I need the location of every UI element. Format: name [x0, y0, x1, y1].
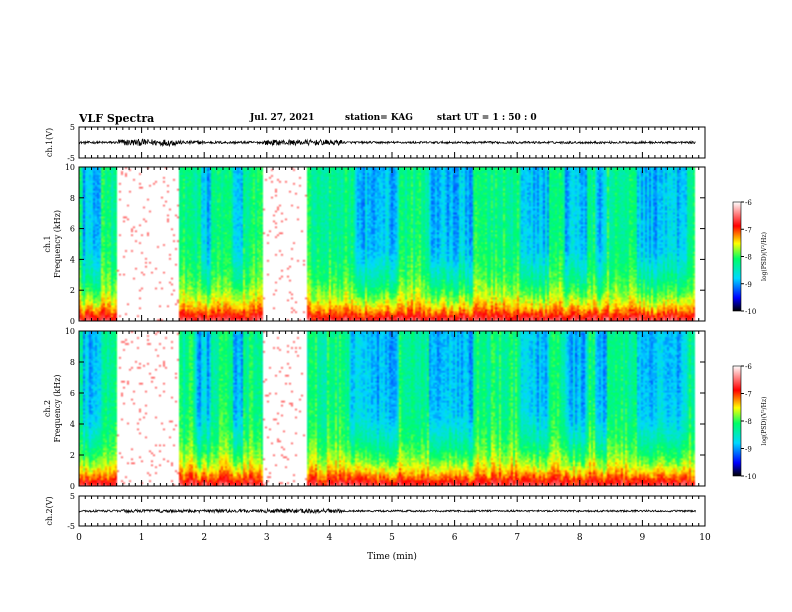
- station-label: station= KAG: [345, 113, 413, 123]
- panel4-ytick-label: -5: [67, 522, 75, 531]
- xtick-label: 3: [264, 533, 270, 543]
- panel3-ytick-label: 6: [70, 389, 75, 398]
- waveform-trace-ch1: [78, 138, 696, 148]
- date-label: Jul. 27, 2021: [250, 113, 315, 123]
- spectrogram-image-ch1: [79, 167, 705, 321]
- panel1-ytick-label: 5: [70, 123, 75, 132]
- panel3-ytick-label: 2: [70, 451, 75, 460]
- xtick-label: 7: [514, 533, 520, 543]
- colorbar-label-ch2: log(PSD)(V²/Hz): [761, 397, 768, 446]
- x-axis-label: Time (min): [367, 551, 417, 562]
- xtick-label: 1: [139, 533, 145, 543]
- xtick-label: 9: [640, 533, 646, 543]
- xtick-label: 0: [76, 533, 82, 543]
- colorbar-tick-label-ch2: -10: [745, 473, 756, 481]
- spectrogram-ylabel-frequency-ch1: Frequency (kHz): [53, 210, 62, 278]
- ch1-waveform-ylabel: ch.1(V): [45, 128, 54, 157]
- colorbar-tick-label-ch2: -6: [745, 363, 752, 371]
- panel3-ytick-label: 8: [70, 358, 75, 367]
- colorbar-tick-label-ch1: -6: [745, 199, 752, 207]
- spectrogram-ylabel-channel-ch1: ch.1: [43, 235, 52, 252]
- colorbar-tick-label-ch2: -7: [745, 391, 752, 399]
- colorbar-tick-label-ch1: -7: [745, 226, 752, 234]
- xtick-label: 5: [389, 533, 395, 543]
- panel2-ytick-label: 4: [70, 255, 75, 264]
- panel3-ytick-label: 4: [70, 420, 75, 429]
- colorbar-tick-label-ch2: -9: [745, 446, 752, 454]
- figure-title: VLF Spectra: [79, 112, 155, 125]
- colorbar-tick-label-ch1: -9: [745, 281, 752, 289]
- panel3-ytick-label: 0: [70, 482, 75, 491]
- panel3-ytick-label: 10: [65, 327, 75, 336]
- xtick-label: 10: [699, 533, 711, 543]
- panel2-ytick-label: 6: [70, 225, 75, 234]
- spectrogram-ylabel-channel-ch2: ch.2: [43, 400, 52, 417]
- colorbar-ch2: [732, 365, 742, 477]
- panel2-ytick-label: 8: [70, 194, 75, 203]
- ch2-waveform-ylabel: ch.2(V): [45, 496, 54, 525]
- waveform-trace-ch2: [78, 507, 696, 515]
- spectrogram-ylabel-frequency-ch2: Frequency (kHz): [53, 374, 62, 442]
- colorbar-tick-label-ch1: -8: [745, 254, 752, 262]
- xtick-label: 6: [452, 533, 458, 543]
- panel2-ytick-label: 2: [70, 286, 75, 295]
- spectrogram-image-ch2: [79, 331, 705, 486]
- xtick-label: 8: [577, 533, 583, 543]
- colorbar-label-ch1: log(PSD)(V²/Hz): [761, 232, 768, 281]
- start-time-label: start UT = 1 : 50 : 0: [437, 113, 537, 123]
- xtick-label: 4: [327, 533, 333, 543]
- panel4-ytick-label: 5: [70, 492, 75, 501]
- panel2-ytick-label: 10: [65, 163, 75, 172]
- colorbar-tick-label-ch1: -10: [745, 308, 756, 316]
- colorbar-tick-label-ch2: -8: [745, 418, 752, 426]
- xtick-label: 2: [201, 533, 207, 543]
- panel2-ytick-label: 0: [70, 317, 75, 326]
- panel1-ytick-label: -5: [67, 154, 75, 163]
- colorbar-ch1: [732, 201, 742, 312]
